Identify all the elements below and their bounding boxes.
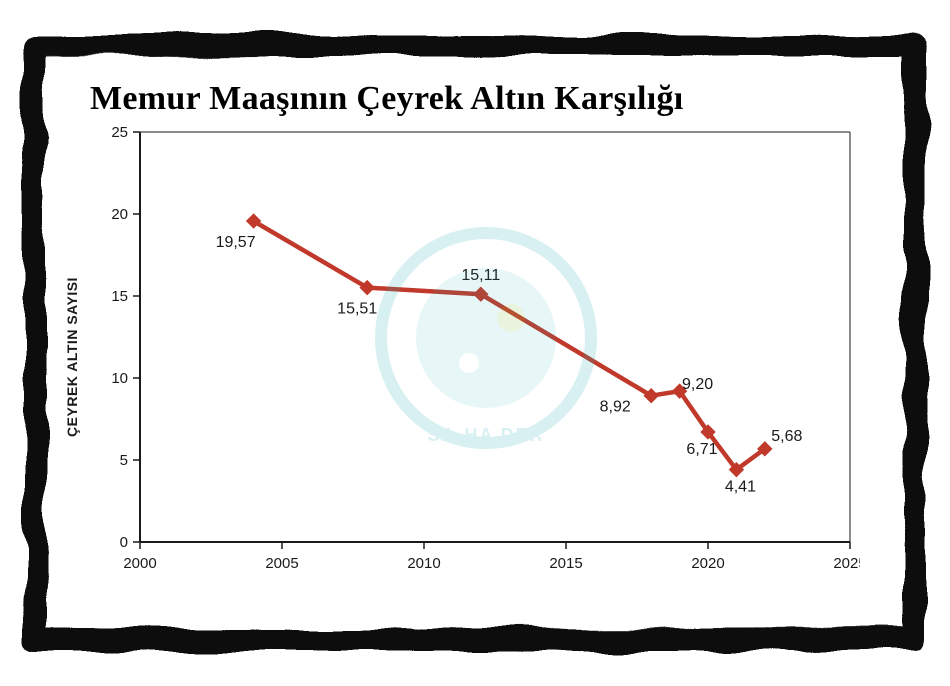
data-point-label: 4,41 (725, 479, 756, 496)
y-tick-label: 0 (120, 534, 128, 551)
y-tick-label: 20 (111, 206, 128, 223)
line-chart: SA-HA DER ÇEYREK ALTIN SAYISI 0510152025… (80, 122, 860, 592)
y-tick-label: 25 (111, 124, 128, 141)
x-tick-label: 2010 (407, 555, 440, 572)
content-panel: Memur Maaşının Çeyrek Altın Karşılığı SA… (80, 80, 870, 606)
chart-title: Memur Maaşının Çeyrek Altın Karşılığı (90, 80, 870, 118)
data-point-label: 6,71 (686, 441, 717, 458)
x-tick-label: 2005 (265, 555, 298, 572)
x-tick-label: 2000 (123, 555, 156, 572)
y-tick-label: 10 (111, 370, 128, 387)
y-tick-label: 5 (120, 452, 128, 469)
x-tick-label: 2025 (833, 555, 860, 572)
y-tick-label: 15 (111, 288, 128, 305)
data-point-label: 8,92 (600, 399, 631, 416)
y-axis-label: ÇEYREK ALTIN SAYISI (64, 277, 80, 437)
data-point-label: 5,68 (771, 428, 802, 445)
data-point-label: 9,20 (682, 376, 713, 393)
x-tick-label: 2015 (549, 555, 582, 572)
watermark-text: SA-HA DER (427, 425, 544, 445)
watermark-logo: SA-HA DER (371, 223, 601, 453)
data-point-label: 19,57 (216, 234, 256, 251)
x-tick-label: 2020 (691, 555, 724, 572)
